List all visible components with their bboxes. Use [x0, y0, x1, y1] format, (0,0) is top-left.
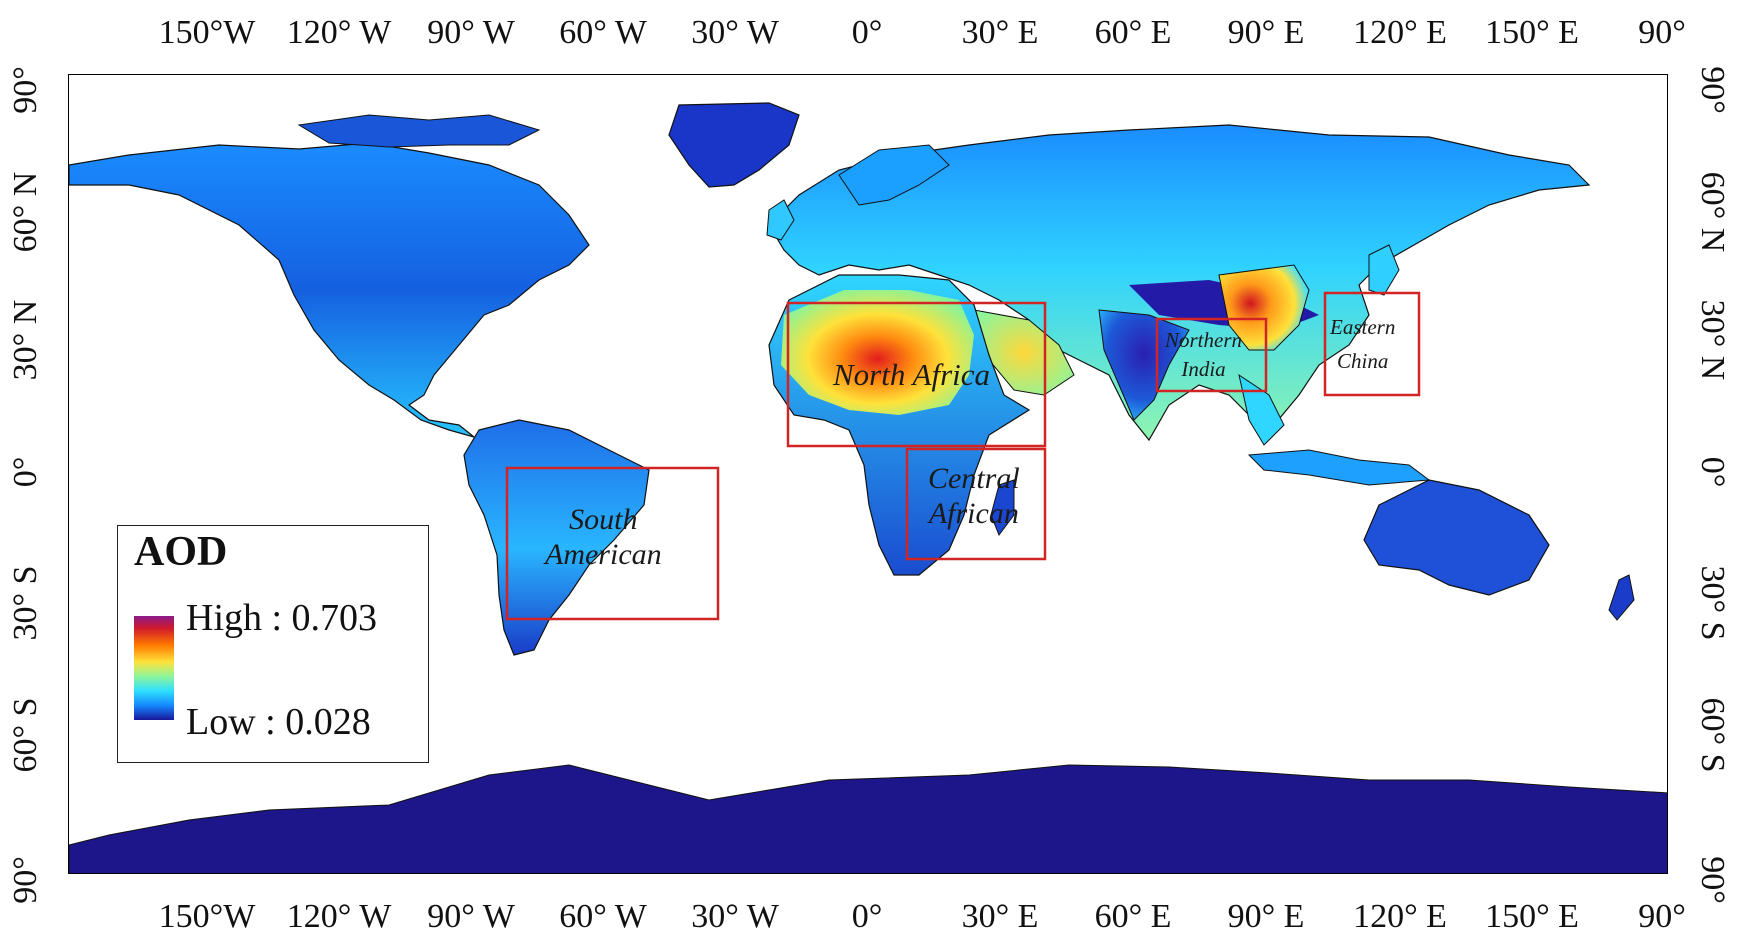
right-tick: 90°	[1694, 66, 1731, 114]
left-tick: 90°	[7, 856, 44, 904]
region-label-south-american-line-1: South	[569, 503, 638, 536]
left-tick: 90°	[7, 66, 44, 114]
region-label-central-african: Central African	[928, 462, 1020, 531]
bottom-tick: 150° E	[1485, 898, 1579, 935]
map-frame	[68, 74, 1668, 874]
north-america	[69, 142, 590, 438]
greenland	[668, 102, 800, 188]
left-tick: 0°	[7, 456, 44, 488]
region-label-south-american: South American	[545, 503, 662, 572]
top-tick: 30° E	[961, 14, 1039, 51]
bottom-tick: 60° E	[1094, 898, 1172, 935]
bottom-tick: 30° W	[691, 898, 779, 935]
bottom-tick: 120° E	[1353, 898, 1447, 935]
arctic-islands	[297, 114, 541, 148]
aod-world-map	[69, 102, 1667, 873]
legend-low-label: Low : 0.028	[186, 701, 371, 743]
region-label-north-africa: North Africa	[833, 357, 990, 393]
bottom-tick: 60° W	[559, 898, 647, 935]
antarctica	[69, 764, 1667, 873]
bottom-tick: 0°	[851, 898, 883, 935]
bottom-tick: 30° E	[961, 898, 1039, 935]
bottom-tick: 120° W	[286, 898, 392, 935]
left-tick: 60° S	[7, 697, 44, 773]
japan	[1368, 244, 1400, 296]
region-label-central-african-line-2: African	[928, 496, 1019, 530]
region-box-northern-india	[1155, 317, 1268, 393]
top-tick: 0°	[851, 14, 883, 51]
region-label-northern-india-line-1: Northern	[1165, 328, 1243, 352]
bottom-tick: 90° W	[427, 898, 515, 935]
bottom-tick: 90° E	[1227, 898, 1305, 935]
region-box-eastern-china	[1323, 291, 1421, 397]
top-tick: 90°	[1638, 14, 1686, 51]
region-label-eastern-china-line-1: Eastern	[1330, 315, 1396, 339]
left-tick: 60° N	[7, 171, 44, 253]
australia	[1363, 479, 1550, 596]
sahara	[781, 290, 974, 415]
region-label-northern-india-line-2: India	[1181, 357, 1226, 382]
right-tick: 0°	[1694, 456, 1731, 488]
bottom-tick: 90°	[1638, 898, 1686, 935]
new-zealand	[1608, 574, 1635, 621]
legend-title: AOD	[134, 529, 228, 575]
right-tick: 90°	[1694, 856, 1731, 904]
legend: AOD High : 0.703 Low : 0.028	[117, 525, 429, 763]
region-box-central-african	[905, 447, 1047, 561]
region-label-northern-india: Northern India	[1165, 326, 1242, 385]
scandinavia	[838, 144, 950, 206]
right-tick: 30° N	[1694, 299, 1731, 381]
top-tick: 120° W	[286, 14, 392, 51]
region-box-north-africa	[786, 301, 1047, 448]
region-box-south-american	[505, 466, 720, 621]
left-tick: 30° N	[7, 299, 44, 381]
right-tick: 30° S	[1694, 565, 1731, 641]
left-tick: 30° S	[7, 565, 44, 641]
region-label-central-african-line-1: Central	[928, 462, 1020, 495]
top-tick: 120° E	[1353, 14, 1447, 51]
indonesia	[1247, 449, 1431, 486]
top-tick: 60° W	[559, 14, 647, 51]
region-label-eastern-china: Eastern China	[1330, 311, 1395, 378]
region-label-north-africa-line: North Africa	[833, 357, 991, 392]
british-isles	[766, 199, 795, 241]
region-label-eastern-china-line-2: China	[1336, 348, 1389, 373]
region-label-south-american-line-2: American	[545, 537, 662, 571]
top-tick: 150°W	[158, 14, 256, 51]
top-tick: 30° W	[691, 14, 779, 51]
top-tick: 150° E	[1485, 14, 1579, 51]
eastern-china	[1218, 264, 1310, 351]
madagascar	[990, 479, 1015, 537]
top-tick: 90° W	[427, 14, 515, 51]
bottom-tick: 150°W	[158, 898, 256, 935]
top-tick: 60° E	[1094, 14, 1172, 51]
right-tick: 60° S	[1694, 697, 1731, 773]
legend-high-label: High : 0.703	[186, 597, 378, 639]
top-tick: 90° E	[1227, 14, 1305, 51]
legend-color-ramp	[134, 616, 174, 720]
right-tick: 60° N	[1694, 171, 1731, 253]
